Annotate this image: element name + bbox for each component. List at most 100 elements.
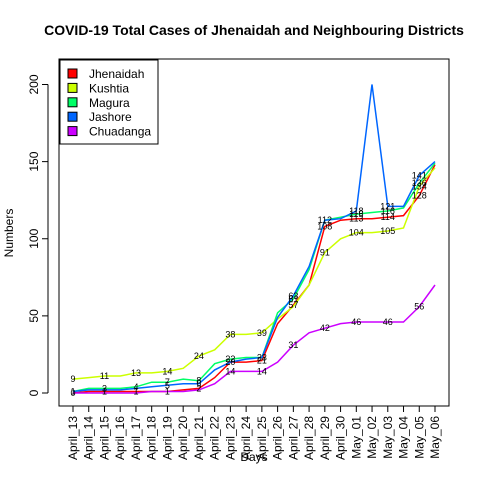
x-tick-label: May_05 <box>412 416 426 459</box>
x-tick-label: April_24 <box>239 416 253 460</box>
data-label: 2 <box>196 383 201 393</box>
data-label: 46 <box>351 317 361 327</box>
x-tick-label: April_17 <box>129 416 143 460</box>
x-tick-label: April_30 <box>334 416 348 460</box>
x-tick-label: April_29 <box>318 416 332 460</box>
data-label: 14 <box>257 366 267 376</box>
x-tick-label: April_21 <box>192 416 206 460</box>
data-label: 11 <box>100 371 109 381</box>
series-line-jhenaidah <box>72 164 436 394</box>
y-tick-label: 200 <box>27 74 41 94</box>
data-label: 46 <box>383 317 393 327</box>
x-tick-label: April_28 <box>302 416 316 460</box>
y-tick-label: 50 <box>27 309 41 323</box>
y-tick-label: 100 <box>27 228 41 248</box>
series-line-magura <box>72 162 436 393</box>
x-tick-label: May_02 <box>365 416 379 459</box>
data-label: 134 <box>412 181 427 191</box>
x-tick-label: May_06 <box>428 416 442 459</box>
data-label: 42 <box>320 323 330 333</box>
x-tick-label: April_19 <box>160 416 174 460</box>
chart-title: COVID-19 Total Cases of Jhenaidah and Ne… <box>44 22 464 38</box>
legend-label-kushtia: Kushtia <box>89 81 129 95</box>
x-tick-label: April_14 <box>82 416 96 460</box>
data-label: 1 <box>165 386 170 396</box>
legend-label-jashore: Jashore <box>89 110 132 124</box>
data-label: 104 <box>349 228 364 238</box>
x-axis-label: Days <box>240 450 267 464</box>
data-label: 4 <box>133 382 138 392</box>
series-line-kushtia <box>72 167 436 380</box>
y-tick-label: 150 <box>27 151 41 171</box>
data-label: 14 <box>225 366 235 376</box>
data-label: 39 <box>257 328 267 338</box>
data-label: 105 <box>380 226 395 236</box>
x-tick-label: April_25 <box>255 416 269 460</box>
data-label: 112 <box>318 215 332 225</box>
data-label: 0 <box>70 388 75 398</box>
series-lines <box>72 84 436 394</box>
data-label: 22 <box>225 354 235 364</box>
series-line-jashore <box>72 84 436 393</box>
x-tick-label: April_13 <box>66 416 80 460</box>
data-label: 8 <box>196 376 201 386</box>
data-label: 91 <box>320 248 330 258</box>
x-tick-label: April_27 <box>286 416 300 460</box>
y-axis-label: Numbers <box>2 209 16 258</box>
x-tick-label: April_15 <box>97 416 111 460</box>
legend-swatch-jhenaidah <box>67 68 78 79</box>
data-label: 38 <box>225 329 235 339</box>
x-tick-label: April_23 <box>223 416 237 460</box>
data-label: 113 <box>349 214 363 224</box>
data-label: 1 <box>133 386 138 396</box>
legend-label-magura: Magura <box>89 96 130 110</box>
data-label: 1 <box>70 386 75 396</box>
data-label: 118 <box>349 206 363 216</box>
data-label: 1 <box>102 386 107 396</box>
data-label: 21 <box>257 356 267 366</box>
x-tick-label: April_20 <box>176 416 190 460</box>
legend-swatch-kushtia <box>67 82 78 93</box>
y-axis: 0 50 100 150 200 <box>27 74 49 396</box>
data-label: 9 <box>70 374 75 384</box>
x-tick-label: May_04 <box>397 416 411 459</box>
data-label: 3 <box>102 383 107 393</box>
x-tick-label: April_26 <box>271 416 285 460</box>
x-tick-label: April_22 <box>208 416 222 460</box>
data-label: 141 <box>412 171 427 181</box>
data-label: 20 <box>225 357 235 367</box>
x-axis: April_13 April_14 April_15 April_16 April_17… <box>66 405 442 460</box>
data-label: 128 <box>412 191 427 201</box>
data-label: 57 <box>288 300 298 310</box>
x-tick-label: May_01 <box>349 416 363 459</box>
data-label: 5 <box>165 380 170 390</box>
data-label: 63 <box>288 291 298 301</box>
legend-swatch-jashore <box>67 111 78 122</box>
data-label: 121 <box>380 201 395 211</box>
data-label: 14 <box>162 366 172 376</box>
legend-label-chuadanga: Chuadanga <box>89 125 151 139</box>
data-label: 56 <box>414 302 424 312</box>
data-label: 23 <box>257 353 267 363</box>
data-label: 61 <box>288 294 298 304</box>
data-label: 116 <box>381 206 395 216</box>
data-label: 31 <box>288 340 298 350</box>
data-label: 108 <box>317 221 332 231</box>
data-label: 6 <box>196 379 201 389</box>
data-label: 116 <box>349 209 363 219</box>
x-tick-label: April_18 <box>145 416 159 460</box>
series-line-chuadanga <box>73 284 436 394</box>
legend-swatch-chuadanga <box>67 126 78 137</box>
x-tick-label: April_16 <box>113 416 127 460</box>
legend-label-jhenaidah: Jhenaidah <box>89 67 144 81</box>
legend-swatch-magura <box>67 97 78 108</box>
y-tick-label: 0 <box>27 389 41 396</box>
data-label: 13 <box>131 368 141 378</box>
data-label: 114 <box>381 212 395 222</box>
data-label: 24 <box>194 351 204 361</box>
data-label: 7 <box>165 377 170 387</box>
data-label: 136 <box>412 178 427 188</box>
